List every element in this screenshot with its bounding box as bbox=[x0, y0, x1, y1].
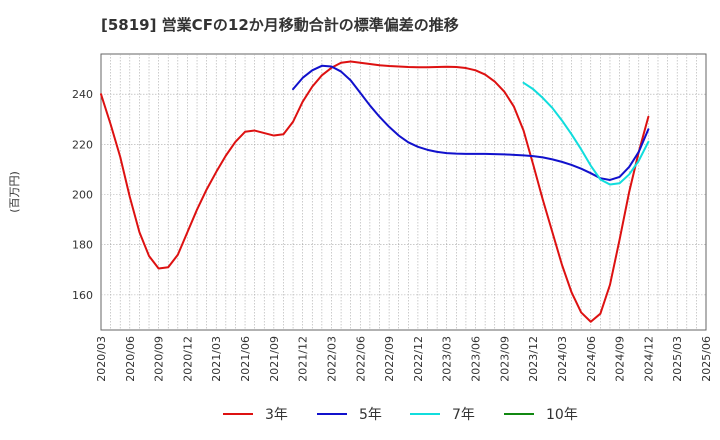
legend-label-2: 7年 bbox=[452, 407, 475, 423]
x-tick-label: 2023/09 bbox=[498, 336, 511, 382]
series-lines bbox=[100, 60, 650, 323]
x-tick-label: 2025/03 bbox=[671, 336, 684, 382]
x-tick-label: 2020/06 bbox=[124, 336, 137, 382]
legend-label-3: 10年 bbox=[546, 407, 578, 423]
chart-title: [5819] 営業CFの12か月移動合計の標準偏差の推移 bbox=[101, 16, 459, 34]
series-line-2 bbox=[522, 81, 650, 186]
x-tick-label: 2022/12 bbox=[412, 336, 425, 382]
x-tick-label: 2022/06 bbox=[354, 336, 367, 382]
y-axis-label: (百万円) bbox=[8, 171, 21, 213]
x-tick-label: 2021/09 bbox=[268, 336, 281, 382]
x-tick-label: 2020/09 bbox=[153, 336, 166, 382]
x-axis-ticks: 2020/03 2020/06 2020/09 2020/12 2021/03 2021/… bbox=[95, 336, 713, 382]
x-tick-label: 2022/09 bbox=[383, 336, 396, 382]
y-tick-label: 180 bbox=[72, 239, 93, 252]
plot-area bbox=[100, 53, 707, 331]
series-line-0 bbox=[100, 60, 650, 323]
x-tick-label: 2025/06 bbox=[700, 336, 713, 382]
y-grid-lines bbox=[101, 93, 706, 296]
series-line-1 bbox=[292, 64, 650, 181]
x-tick-label: 2024/12 bbox=[642, 336, 655, 382]
x-tick-label: 2024/03 bbox=[556, 336, 569, 382]
x-tick-label: 2023/06 bbox=[470, 336, 483, 382]
x-tick-label: 2021/12 bbox=[297, 336, 310, 382]
x-tick-label: 2023/12 bbox=[527, 336, 540, 382]
legend-label-1: 5年 bbox=[359, 407, 382, 423]
x-tick-label: 2021/06 bbox=[239, 336, 252, 382]
x-tick-label: 2021/03 bbox=[210, 336, 223, 382]
y-tick-label: 200 bbox=[72, 189, 93, 202]
y-tick-label: 160 bbox=[72, 289, 93, 302]
legend: 3年 5年 7年 10年 bbox=[223, 407, 578, 423]
x-tick-label: 2023/03 bbox=[441, 336, 454, 382]
x-tick-label: 2024/06 bbox=[585, 336, 598, 382]
x-tick-label: 2022/03 bbox=[325, 336, 338, 382]
legend-label-0: 3年 bbox=[265, 407, 288, 423]
y-tick-label: 240 bbox=[72, 88, 93, 101]
y-axis-ticks: 160 180 200 220 240 bbox=[72, 88, 93, 302]
x-tick-label: 2020/12 bbox=[181, 336, 194, 382]
x-tick-label: 2020/03 bbox=[95, 336, 108, 382]
y-tick-label: 220 bbox=[72, 138, 93, 151]
x-tick-label: 2024/09 bbox=[614, 336, 627, 382]
